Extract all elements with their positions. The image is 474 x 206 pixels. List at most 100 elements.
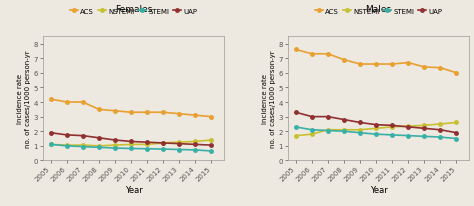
STEMI — [128, 147, 134, 150]
ACS — [96, 109, 102, 111]
NSTEMI — [309, 133, 315, 136]
X-axis label: Year: Year — [125, 185, 142, 194]
UAP — [405, 126, 411, 129]
Line: NSTEMI: NSTEMI — [294, 121, 458, 138]
ACS — [325, 53, 331, 56]
ACS — [341, 59, 347, 62]
Title: Females: Females — [115, 5, 152, 14]
Line: ACS: ACS — [294, 48, 458, 75]
NSTEMI — [144, 143, 150, 146]
UAP — [293, 111, 299, 114]
UAP — [64, 134, 70, 136]
STEMI — [405, 135, 411, 137]
NSTEMI — [373, 128, 379, 130]
ACS — [144, 111, 150, 114]
UAP — [209, 144, 214, 147]
ACS — [112, 110, 118, 112]
ACS — [176, 113, 182, 115]
UAP — [96, 137, 102, 139]
ACS — [64, 101, 70, 104]
UAP — [176, 143, 182, 145]
STEMI — [192, 149, 198, 151]
ACS — [421, 66, 427, 69]
UAP — [454, 132, 459, 134]
STEMI — [438, 136, 443, 139]
X-axis label: Year: Year — [370, 185, 387, 194]
ACS — [209, 116, 214, 118]
NSTEMI — [325, 129, 331, 131]
STEMI — [160, 148, 166, 151]
Line: ACS: ACS — [49, 98, 213, 119]
UAP — [421, 128, 427, 130]
STEMI — [389, 134, 395, 136]
UAP — [438, 129, 443, 131]
STEMI — [96, 146, 102, 149]
NSTEMI — [96, 145, 102, 147]
NSTEMI — [160, 142, 166, 144]
STEMI — [309, 129, 315, 131]
UAP — [309, 116, 315, 118]
NSTEMI — [176, 141, 182, 144]
ACS — [128, 111, 134, 114]
Legend: ACS, NSTEMI, STEMI, UAP: ACS, NSTEMI, STEMI, UAP — [312, 6, 445, 18]
ACS — [309, 53, 315, 56]
NSTEMI — [80, 144, 86, 147]
Line: NSTEMI: NSTEMI — [49, 139, 213, 148]
UAP — [80, 135, 86, 137]
Y-axis label: Incidence rate
no. of cases/1000 person-yr: Incidence rate no. of cases/1000 person-… — [262, 50, 275, 147]
UAP — [373, 124, 379, 126]
ACS — [48, 98, 54, 101]
Legend: ACS, NSTEMI, STEMI, UAP: ACS, NSTEMI, STEMI, UAP — [67, 6, 200, 18]
UAP — [48, 132, 54, 134]
Line: STEMI: STEMI — [294, 125, 458, 141]
NSTEMI — [128, 143, 134, 146]
NSTEMI — [454, 122, 459, 124]
STEMI — [341, 130, 347, 133]
STEMI — [325, 130, 331, 132]
ACS — [405, 62, 411, 64]
NSTEMI — [112, 144, 118, 147]
ACS — [357, 63, 363, 66]
NSTEMI — [405, 125, 411, 128]
ACS — [373, 63, 379, 66]
STEMI — [112, 147, 118, 150]
STEMI — [421, 136, 427, 138]
ACS — [80, 101, 86, 104]
STEMI — [80, 146, 86, 148]
NSTEMI — [341, 129, 347, 131]
Y-axis label: Incidence rate
no. of cases/1000 person-yr: Incidence rate no. of cases/1000 person-… — [17, 50, 30, 147]
UAP — [144, 141, 150, 144]
ACS — [293, 49, 299, 52]
STEMI — [373, 133, 379, 136]
NSTEMI — [421, 125, 427, 127]
STEMI — [209, 150, 214, 152]
UAP — [192, 143, 198, 146]
NSTEMI — [48, 143, 54, 146]
ACS — [454, 72, 459, 75]
STEMI — [48, 143, 54, 146]
ACS — [438, 67, 443, 70]
UAP — [112, 139, 118, 142]
ACS — [192, 114, 198, 117]
Title: Males: Males — [365, 5, 392, 14]
STEMI — [454, 138, 459, 140]
STEMI — [144, 148, 150, 150]
STEMI — [357, 132, 363, 134]
UAP — [128, 140, 134, 143]
Line: UAP: UAP — [49, 131, 213, 147]
UAP — [357, 122, 363, 124]
STEMI — [64, 145, 70, 147]
UAP — [160, 142, 166, 144]
NSTEMI — [293, 135, 299, 137]
NSTEMI — [192, 140, 198, 143]
NSTEMI — [438, 123, 443, 126]
NSTEMI — [209, 139, 214, 142]
UAP — [341, 119, 347, 121]
ACS — [389, 63, 395, 66]
STEMI — [176, 149, 182, 151]
Line: STEMI: STEMI — [49, 143, 213, 153]
NSTEMI — [357, 129, 363, 131]
ACS — [160, 111, 166, 114]
NSTEMI — [389, 126, 395, 129]
STEMI — [293, 126, 299, 129]
